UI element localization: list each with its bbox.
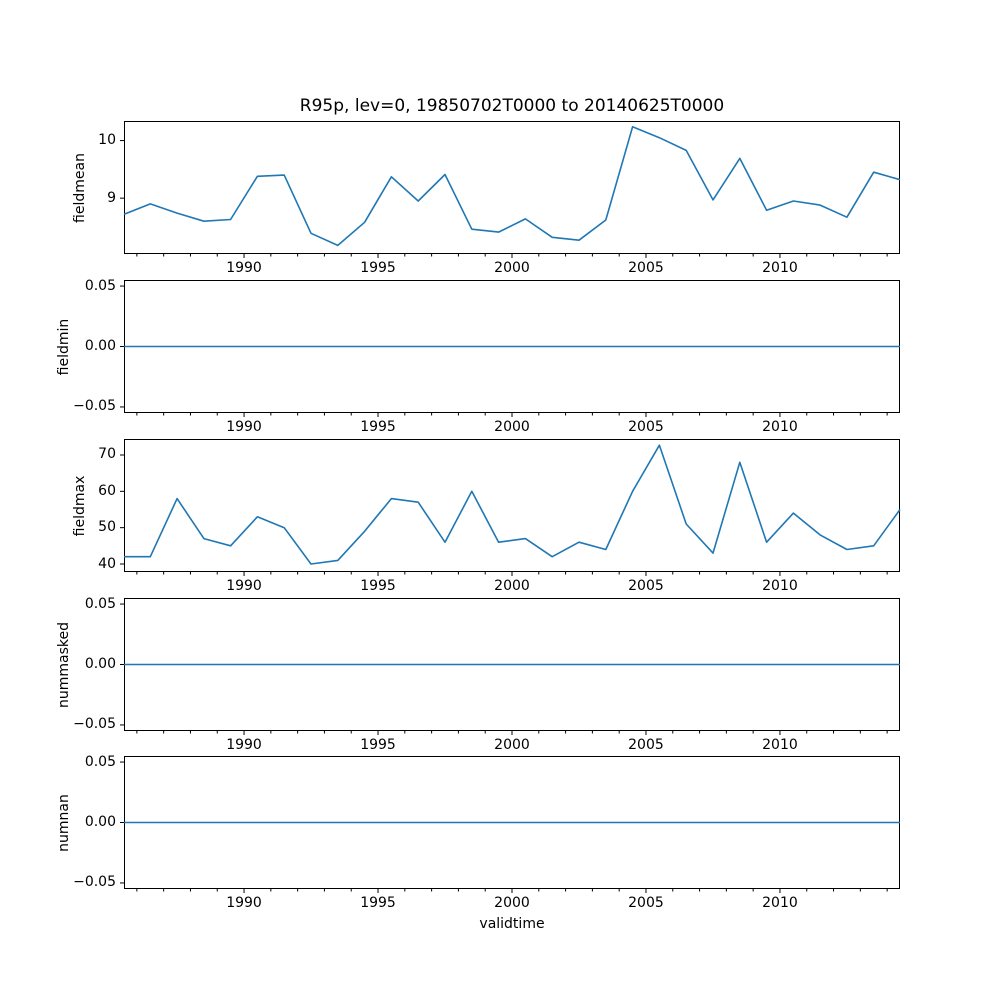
x-axis-title: validtime: [479, 916, 545, 932]
fieldmean-line: [123, 126, 901, 247]
y-tick-label: −0.05: [73, 716, 116, 732]
x-tick-label: 2000: [494, 895, 530, 911]
x-tick-label: 1990: [226, 260, 262, 276]
x-tick-label: 2000: [494, 419, 530, 435]
y-tick-label: 60: [98, 483, 116, 499]
y-tick-label: 0.05: [84, 754, 116, 770]
x-tick-label: 2000: [494, 737, 530, 753]
y-axis-label-fieldmax: fieldmax: [72, 475, 88, 537]
y-axis-label-fieldmean: fieldmean: [72, 153, 88, 223]
x-tick-label: 2010: [762, 578, 798, 594]
x-tick-label: 1995: [360, 578, 396, 594]
y-tick-label: 10: [98, 132, 116, 148]
x-tick-label: 1990: [226, 737, 262, 753]
y-axis-label-fieldmin: fieldmin: [56, 318, 72, 376]
x-tick-label: 1990: [226, 578, 262, 594]
subplot-fieldmax-frame: [124, 439, 900, 572]
y-tick-label: 50: [98, 519, 116, 535]
x-tick-label: 2005: [628, 419, 664, 435]
y-tick-label: 70: [98, 446, 116, 462]
x-tick-label: 2005: [628, 737, 664, 753]
x-tick-label: 2010: [762, 419, 798, 435]
x-tick-label: 2000: [494, 260, 530, 276]
x-tick-label: 2010: [762, 260, 798, 276]
x-tick-label: 2005: [628, 260, 664, 276]
figure-title: R95p, lev=0, 19850702T0000 to 20140625T0…: [299, 96, 725, 116]
x-tick-label: 2005: [628, 895, 664, 911]
x-tick-label: 1990: [226, 895, 262, 911]
x-tick-label: 1995: [360, 260, 396, 276]
y-axis-label-nummasked: nummasked: [56, 622, 72, 709]
subplot-fieldmean-frame: [124, 121, 900, 254]
x-tick-label: 1995: [360, 895, 396, 911]
y-tick-label: 9: [107, 190, 116, 206]
x-tick-label: 2010: [762, 895, 798, 911]
y-tick-label: −0.05: [73, 874, 116, 890]
y-tick-label: 0.00: [84, 338, 116, 354]
y-axis-label-numnan: numnan: [56, 794, 72, 852]
fieldmax-line: [124, 444, 901, 565]
y-tick-label: 0.05: [84, 278, 116, 294]
y-tick-label: 40: [98, 556, 116, 572]
y-tick-label: 0.00: [84, 814, 116, 830]
x-tick-label: 2000: [494, 578, 530, 594]
y-tick-label: 0.05: [84, 596, 116, 612]
x-tick-label: 2010: [762, 737, 798, 753]
x-tick-label: 2005: [628, 578, 664, 594]
y-tick-label: −0.05: [73, 398, 116, 414]
x-tick-label: 1990: [226, 419, 262, 435]
y-tick-label: 0.00: [84, 656, 116, 672]
x-tick-label: 1995: [360, 737, 396, 753]
x-tick-label: 1995: [360, 419, 396, 435]
